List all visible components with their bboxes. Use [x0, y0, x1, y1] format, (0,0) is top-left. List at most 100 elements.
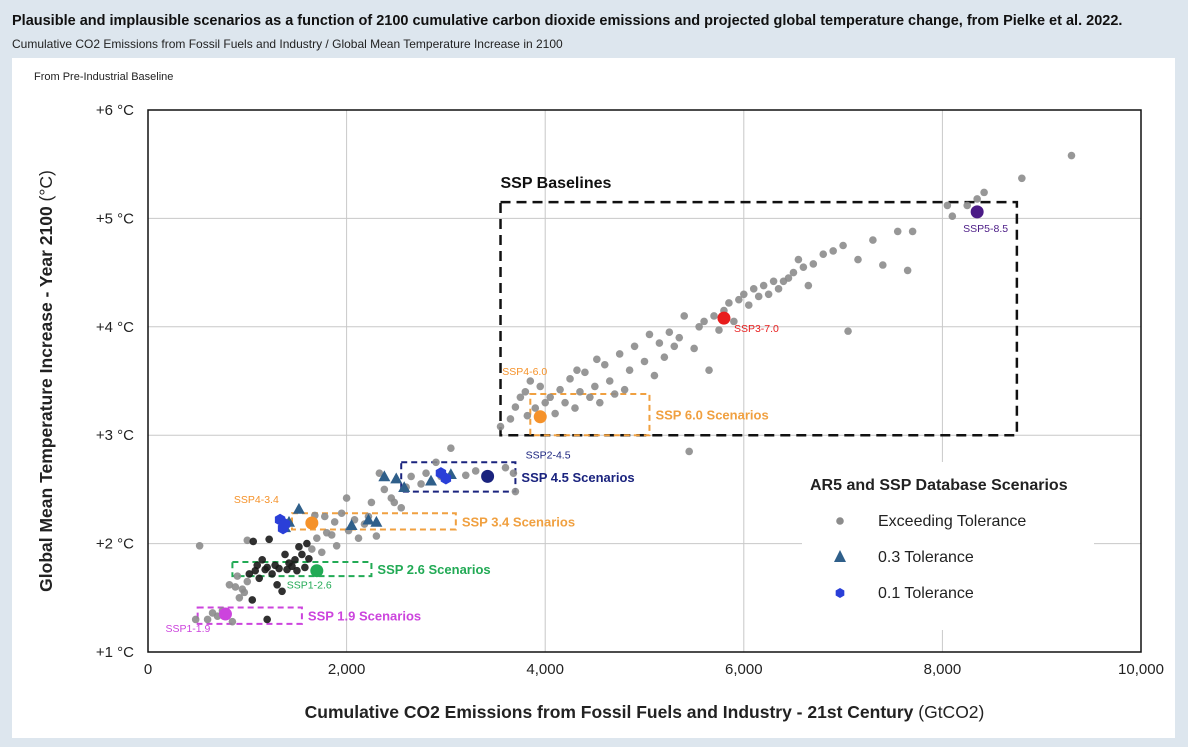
region-label: SSP Baselines — [501, 175, 612, 192]
data-point — [231, 583, 240, 591]
data-point — [293, 566, 301, 575]
plot-frame — [147, 109, 1142, 653]
data-point — [655, 339, 664, 347]
data-point — [273, 580, 281, 589]
data-point — [660, 353, 669, 361]
data-point — [551, 409, 559, 418]
data-point — [630, 342, 639, 351]
region-label: SSP 6.0 Scenarios — [655, 408, 768, 423]
data-point — [521, 388, 530, 396]
data-point — [943, 201, 952, 210]
data-point — [345, 519, 358, 530]
y-tick-label: +5 °C — [96, 210, 134, 227]
data-point — [337, 509, 346, 518]
data-point — [1067, 151, 1076, 160]
data-point — [390, 472, 403, 484]
data-point — [417, 480, 425, 488]
ssp-label: SSP1-2.6 — [287, 580, 332, 592]
data-point — [506, 415, 515, 423]
data-point — [764, 290, 773, 299]
data-point — [440, 472, 452, 485]
data-point — [730, 317, 738, 326]
region-box — [196, 606, 303, 625]
legend-label: Exceeding Tolerance — [878, 513, 1026, 530]
data-point — [869, 236, 877, 244]
data-point — [313, 534, 321, 542]
data-point — [625, 366, 634, 374]
ssp-marker — [533, 410, 547, 424]
data-point — [581, 368, 589, 377]
chart-subtitle: Cumulative CO2 Emissions from Fossil Fue… — [12, 37, 563, 51]
data-point — [893, 227, 902, 236]
data-point — [191, 615, 200, 624]
data-point — [461, 471, 470, 480]
data-point — [380, 485, 389, 494]
data-point — [754, 292, 763, 301]
region-label: SSP 1.9 Scenarios — [308, 609, 421, 624]
data-point — [425, 474, 438, 486]
data-point — [298, 550, 306, 559]
x-tick-label: 4,000 — [526, 661, 564, 678]
data-point — [258, 556, 266, 564]
x-tick-label: 10,000 — [1118, 661, 1164, 678]
data-point — [903, 266, 912, 275]
data-point — [980, 188, 988, 197]
ssp-marker — [717, 311, 731, 325]
y-axis-label: Global Mean Temperature Increase - Year … — [36, 170, 56, 592]
data-point — [509, 469, 518, 477]
data-point — [447, 444, 455, 453]
data-point — [278, 587, 286, 596]
data-point — [586, 393, 594, 402]
data-point — [292, 502, 305, 514]
data-point — [715, 326, 723, 334]
data-point — [710, 312, 718, 320]
region-box — [400, 461, 517, 493]
data-point — [225, 580, 234, 589]
data-point — [596, 398, 604, 407]
ssp-label: SSP1-1.9 — [165, 623, 210, 635]
y-tick-label: +1 °C — [96, 644, 134, 661]
data-point — [375, 469, 384, 477]
data-point — [556, 385, 564, 394]
y-tick-label: +4 °C — [96, 319, 134, 336]
data-point — [665, 328, 674, 337]
y-tick-label: +3 °C — [96, 427, 134, 444]
ssp-label: SSP4-3.4 — [234, 494, 279, 506]
data-point — [303, 539, 311, 548]
data-point — [301, 563, 309, 572]
data-point — [288, 562, 296, 571]
data-points — [191, 151, 1076, 626]
data-point — [295, 543, 303, 551]
x-tick-label: 2,000 — [328, 661, 366, 678]
data-point — [249, 537, 258, 546]
data-point — [844, 327, 852, 335]
axes-labels: 0 2,000 4,000 6,000 8,000 10,000 +1 °C +2 °C +3 … — [34, 71, 1164, 722]
data-point — [305, 554, 313, 563]
data-point — [308, 545, 316, 553]
data-point — [670, 342, 679, 351]
data-point — [235, 594, 244, 602]
data-point — [740, 290, 748, 299]
data-point — [809, 260, 818, 268]
data-point — [963, 201, 972, 210]
data-point — [397, 504, 406, 512]
chart-panel: SSP Baselines SSP 6.0 Scenarios SSP 4.5 Sc… — [12, 58, 1175, 738]
ssp-marker — [310, 564, 324, 578]
baseline-note: From Pre-Industrial Baseline — [34, 71, 173, 83]
data-point — [541, 398, 549, 407]
data-point — [819, 250, 828, 258]
data-point — [799, 263, 808, 271]
data-point — [804, 281, 813, 290]
data-point — [279, 518, 291, 531]
data-point — [700, 317, 708, 326]
data-point — [245, 570, 254, 578]
data-point — [685, 447, 693, 456]
data-point — [233, 572, 242, 580]
data-point — [422, 469, 430, 477]
data-point — [432, 458, 440, 467]
chart-title: Plausible and implausible scenarios as a… — [12, 13, 1123, 29]
data-point — [566, 375, 574, 383]
data-point — [228, 617, 237, 626]
data-point — [759, 281, 768, 290]
legend-marker — [834, 550, 846, 562]
